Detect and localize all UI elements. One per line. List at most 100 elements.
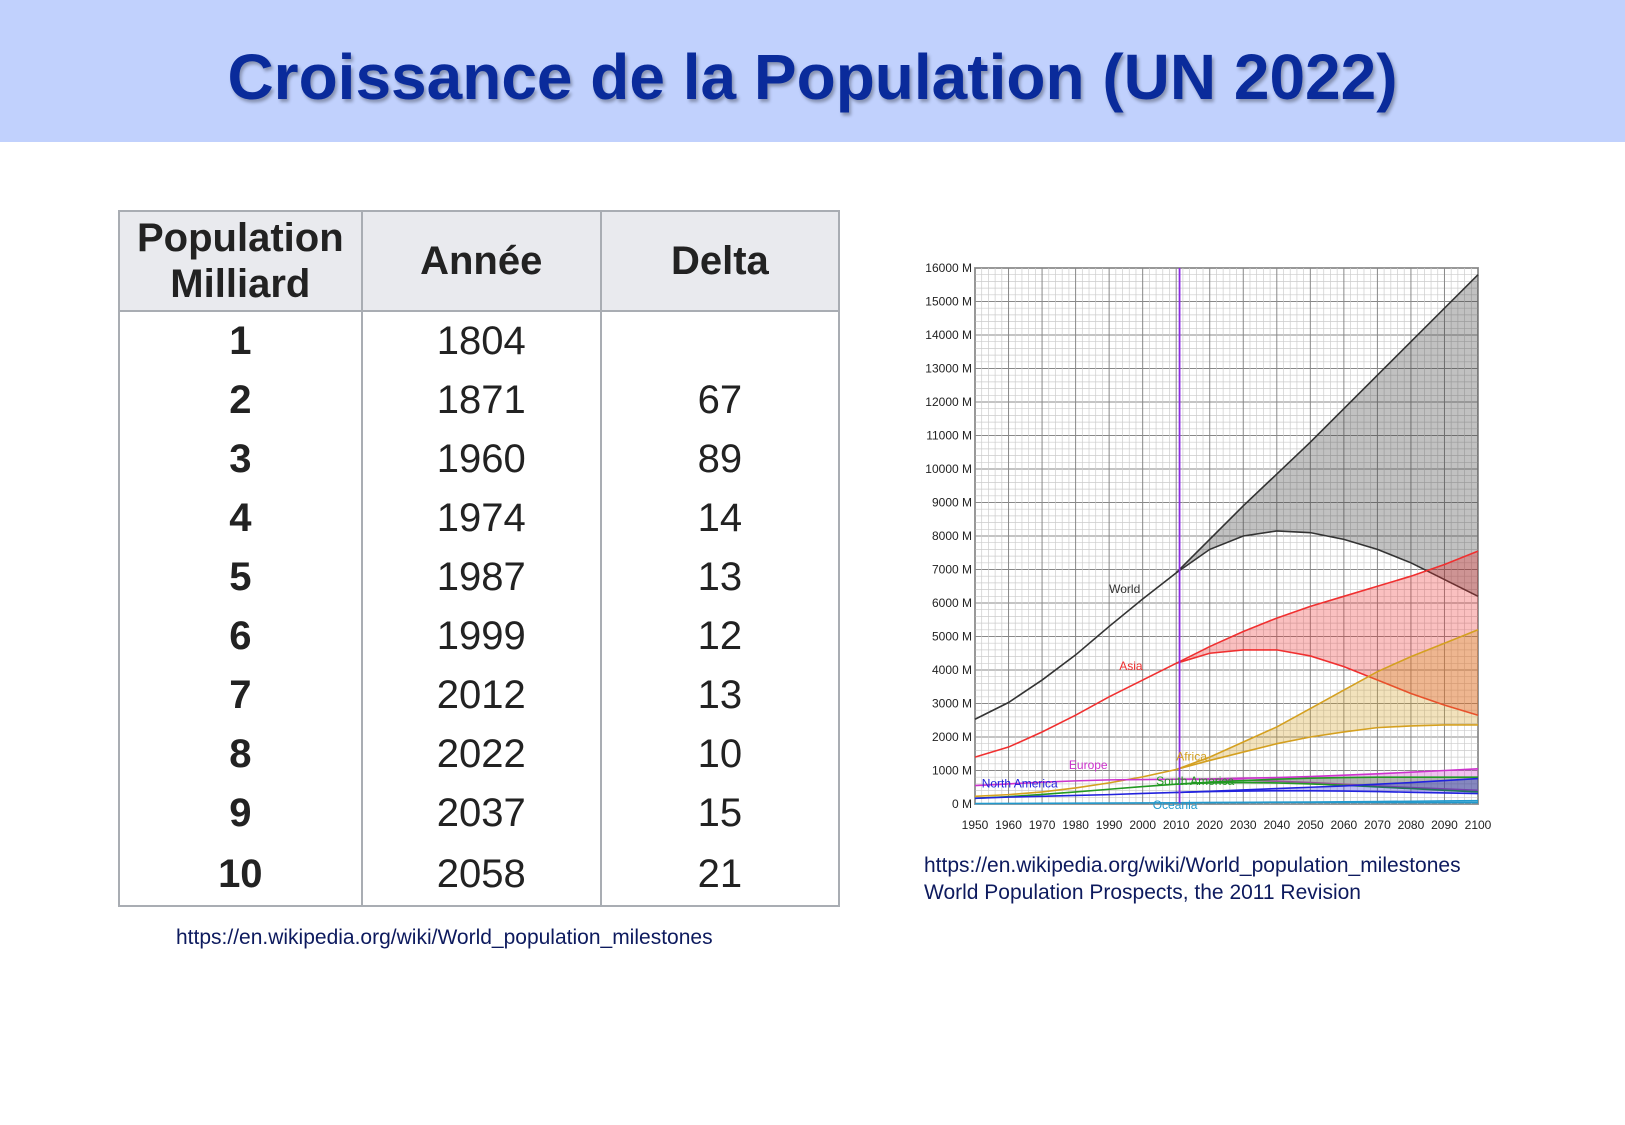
- population-cell: 7: [118, 666, 363, 725]
- asia-history-line: [974, 662, 1177, 758]
- delta-cell: 10: [599, 725, 841, 784]
- table-row: 8 2022 10: [118, 725, 841, 784]
- y-tick-label: 9000 M: [932, 496, 972, 510]
- y-tick-label: 0 M: [952, 797, 972, 811]
- year-cell: 1999: [360, 607, 602, 666]
- population-milestones-table: Population Milliard Année Delta 1 1804 2 18…: [118, 210, 841, 907]
- delta-cell: 21: [599, 843, 841, 907]
- asia-high-line: [1175, 550, 1479, 665]
- table-row: 6 1999 12: [118, 607, 841, 666]
- x-tick-label: 1950: [962, 818, 989, 832]
- delta-cell: 67: [599, 371, 841, 430]
- year-cell: 2037: [360, 784, 602, 843]
- population-cell: 9: [118, 784, 363, 843]
- y-tick-label: 6000 M: [932, 596, 972, 610]
- north-america-history-line: [974, 791, 1177, 800]
- table-row: 5 1987 13: [118, 548, 841, 607]
- y-tick-label: 4000 M: [932, 663, 972, 677]
- y-tick-label: 10000 M: [925, 462, 972, 476]
- delta-cell: 13: [599, 666, 841, 725]
- year-cell: 1960: [360, 430, 602, 489]
- world-history-line: [974, 572, 1177, 720]
- series-label-world: World: [1109, 582, 1140, 596]
- x-tick-label: 2050: [1297, 818, 1324, 832]
- x-tick-label: 2020: [1196, 818, 1223, 832]
- y-tick-label: 8000 M: [932, 529, 972, 543]
- table-source: https://en.wikipedia.org/wiki/World_popu…: [176, 926, 713, 949]
- europe-projection-band: [1176, 768, 1478, 791]
- year-cell: 1804: [360, 311, 602, 371]
- series-label-africa: Africa: [1176, 749, 1207, 763]
- slide-title: Croissance de la Population (UN 2022): [227, 41, 1398, 113]
- table-row: 7 2012 13: [118, 666, 841, 725]
- delta-cell: [599, 311, 841, 371]
- y-tick-label: 14000 M: [925, 328, 972, 342]
- year-cell: 2058: [360, 843, 602, 907]
- world-high-line: [1175, 274, 1479, 574]
- x-tick-label: 2080: [1398, 818, 1425, 832]
- x-tick-label: 2010: [1163, 818, 1190, 832]
- x-tick-label: 2060: [1331, 818, 1358, 832]
- table-row: 1 1804: [118, 311, 841, 371]
- population-cell: 1: [118, 311, 363, 371]
- x-tick-label: 1980: [1062, 818, 1089, 832]
- year-cell: 1974: [360, 489, 602, 548]
- delta-cell: 14: [599, 489, 841, 548]
- y-tick-label: 11000 M: [926, 429, 972, 443]
- population-cell: 2: [118, 371, 363, 430]
- y-tick-label: 1000 M: [932, 764, 972, 778]
- table-row: 4 1974 14: [118, 489, 841, 548]
- year-cell: 1987: [360, 548, 602, 607]
- x-tick-label: 2040: [1263, 818, 1290, 832]
- delta-cell: 15: [599, 784, 841, 843]
- population-chart: 0 M 1000 M 2000 M 3000 M 4000 M 5000 M 6000 M 7…: [925, 261, 1491, 832]
- population-cell: 8: [118, 725, 363, 784]
- series-label-europe: Europe: [1069, 758, 1108, 772]
- year-cell: 2022: [360, 725, 602, 784]
- europe-history-line: [974, 778, 1177, 787]
- europe-high-line: [1176, 768, 1479, 781]
- y-tick-label: 15000 M: [925, 295, 972, 309]
- table-row: 9 2037 15: [118, 784, 841, 843]
- oceania-history-line: [974, 801, 1177, 805]
- x-tick-label: 1960: [995, 818, 1022, 832]
- population-cell: 10: [118, 843, 363, 907]
- y-tick-label: 13000 M: [925, 362, 972, 376]
- africa-high-line: [1175, 629, 1479, 771]
- delta-cell: 89: [599, 430, 841, 489]
- africa-low-line: [1175, 724, 1478, 771]
- table-row: 10 2058 21: [118, 843, 841, 907]
- header-delta: Delta: [599, 210, 841, 312]
- delta-cell: 13: [599, 548, 841, 607]
- year-cell: 2012: [360, 666, 602, 725]
- y-tick-label: 16000 M: [925, 261, 972, 275]
- chart-source-note: World Population Prospects, the 2011 Rev…: [924, 881, 1361, 904]
- south-america-high-line: [1176, 776, 1478, 786]
- europe-low-line: [1176, 778, 1479, 792]
- header-annee: Année: [360, 210, 602, 312]
- x-tick-label: 2090: [1431, 818, 1458, 832]
- x-tick-label: 2030: [1230, 818, 1257, 832]
- series-label-north-america: North America: [982, 776, 1058, 790]
- population-cell: 4: [118, 489, 363, 548]
- series-label-south-america: South America: [1156, 774, 1234, 788]
- y-tick-label: 3000 M: [932, 697, 972, 711]
- x-tick-label: 2000: [1129, 818, 1156, 832]
- population-cell: 5: [118, 548, 363, 607]
- africa-history-line: [974, 768, 1177, 798]
- asia-projection-band: [1176, 551, 1478, 716]
- header-population: Population Milliard: [118, 210, 363, 312]
- y-tick-label: 2000 M: [932, 730, 972, 744]
- table-row: 3 1960 89: [118, 430, 841, 489]
- title-banner: [0, 0, 1625, 142]
- delta-cell: 12: [599, 607, 841, 666]
- north-america-low-line: [1176, 789, 1479, 795]
- x-tick-label: 1970: [1029, 818, 1056, 832]
- series-label-asia: Asia: [1119, 659, 1143, 673]
- series-label-oceania: Oceania: [1153, 798, 1198, 812]
- population-cell: 3: [118, 430, 363, 489]
- x-tick-label: 2070: [1364, 818, 1391, 832]
- asia-low-line: [1175, 649, 1479, 716]
- population-cell: 6: [118, 607, 363, 666]
- chart-source-url: https://en.wikipedia.org/wiki/World_popu…: [924, 854, 1461, 877]
